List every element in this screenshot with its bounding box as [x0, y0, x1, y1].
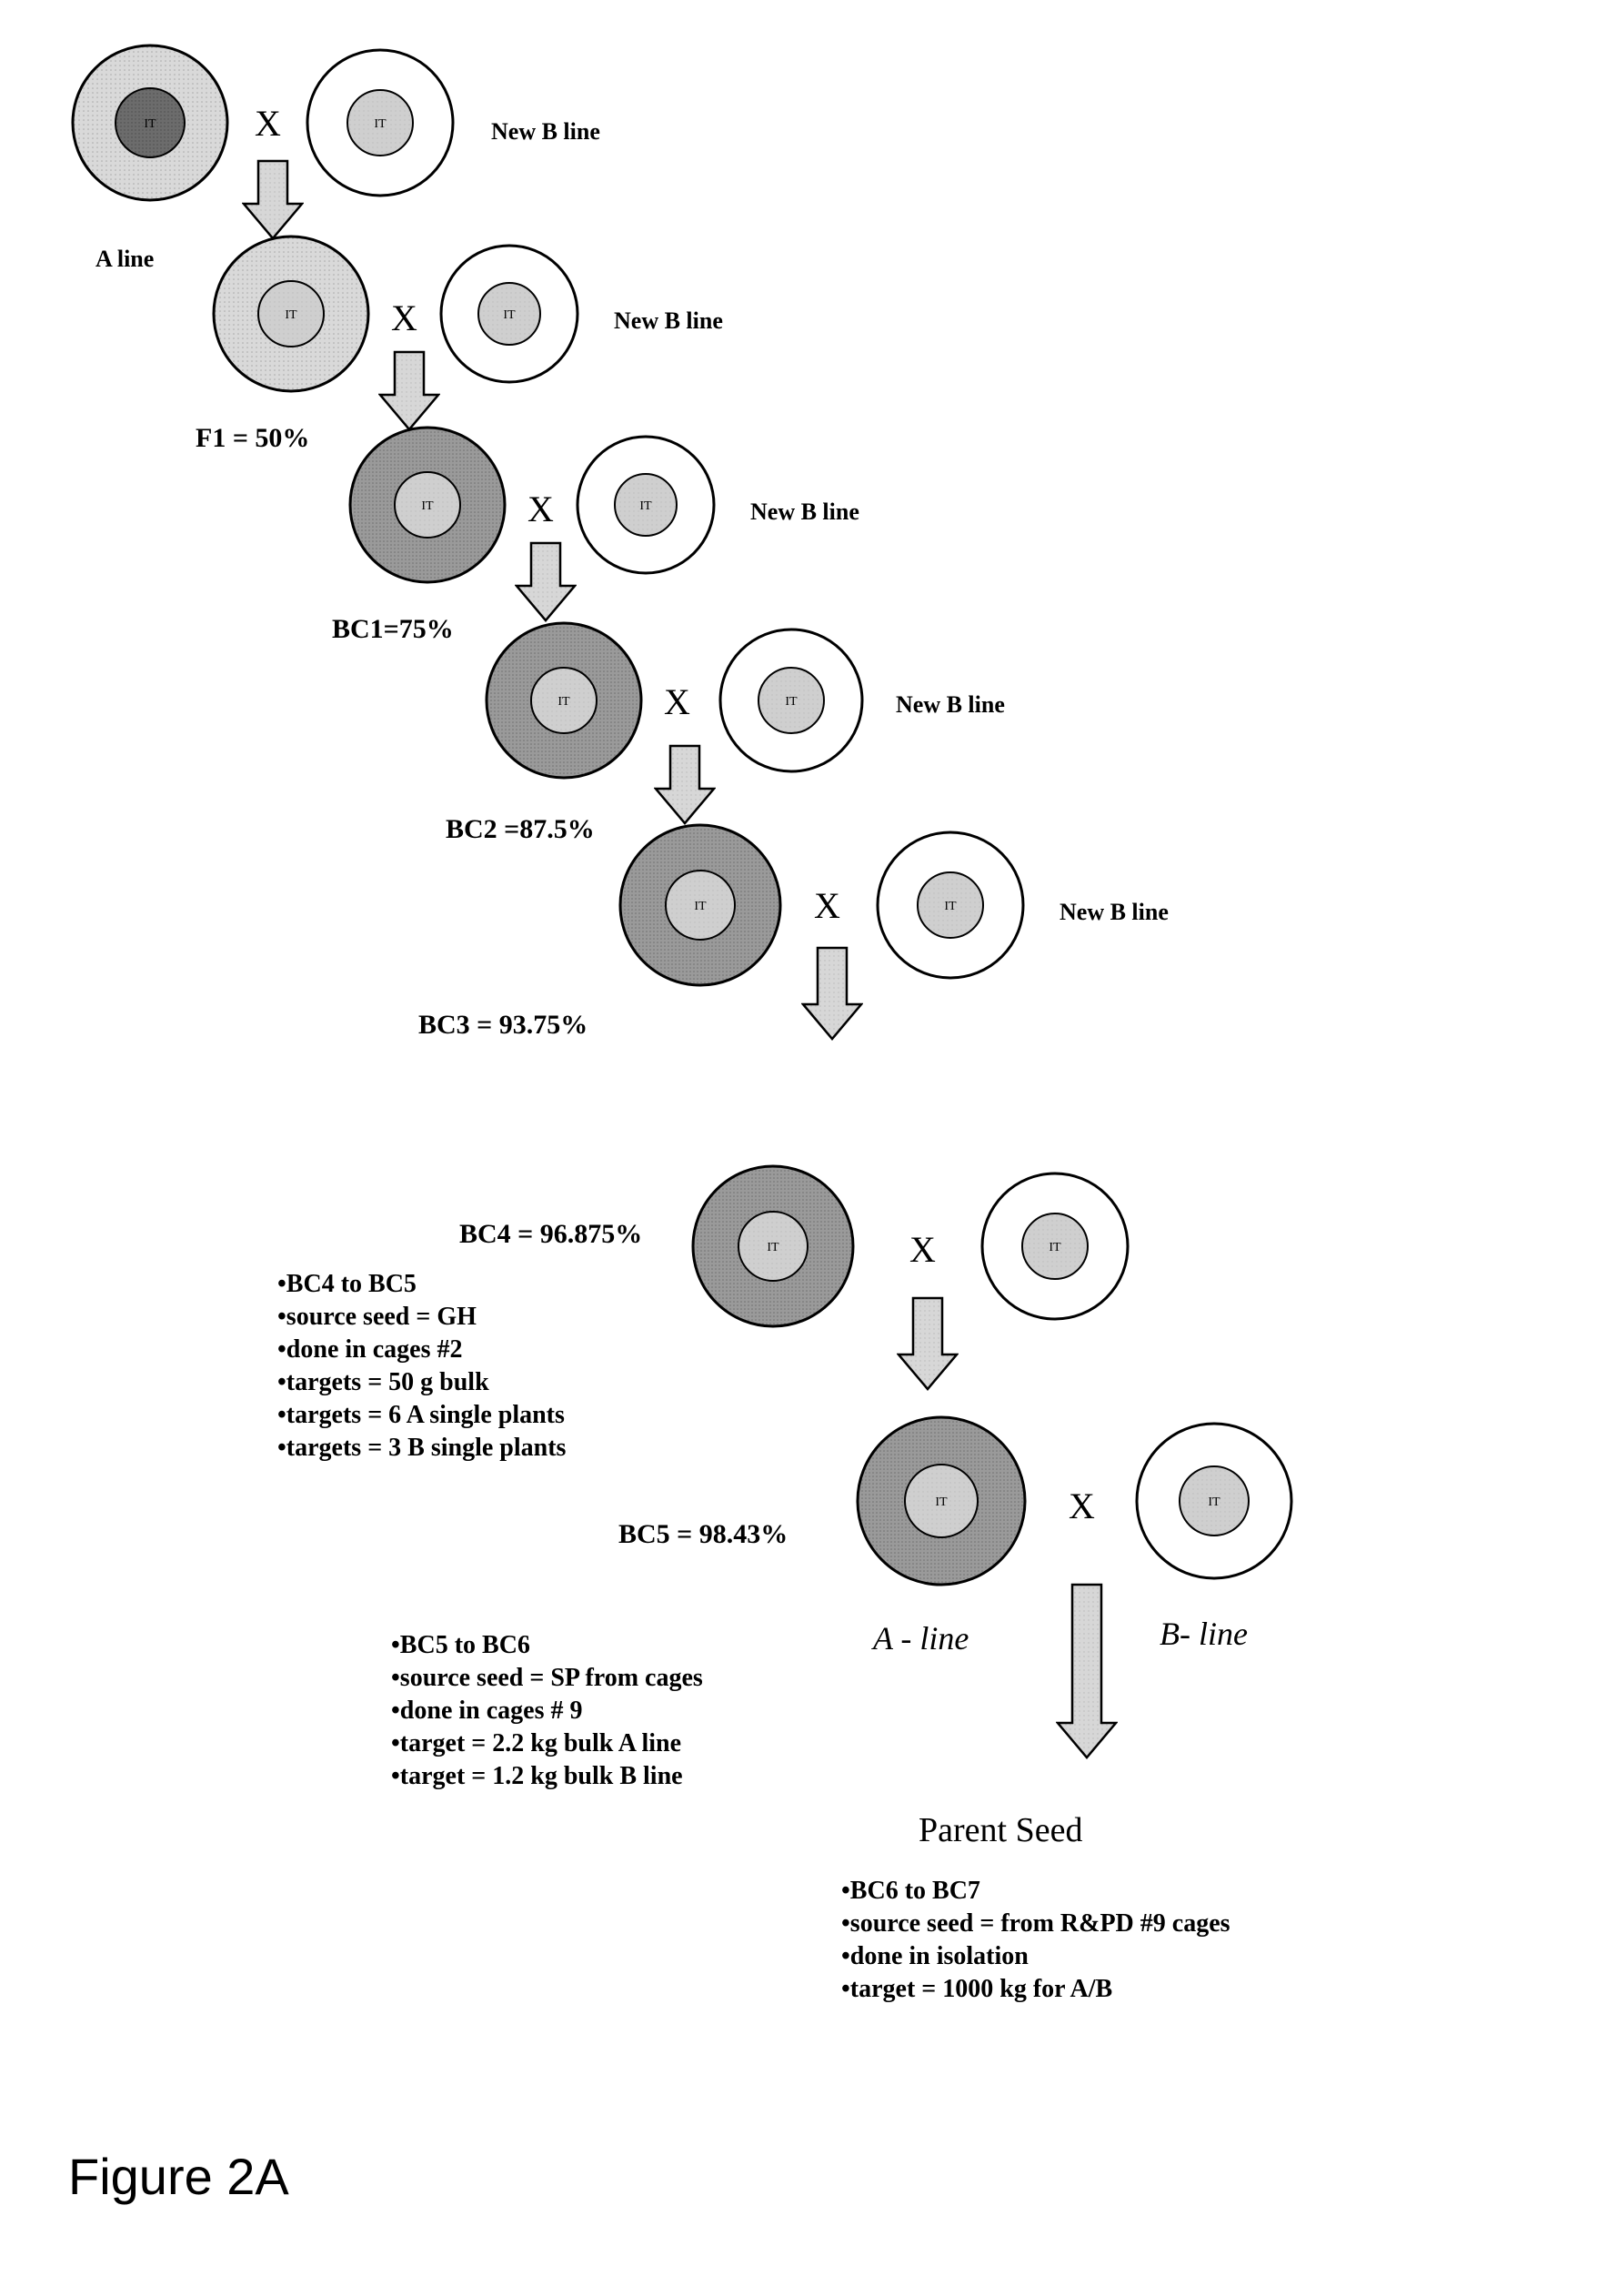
- a-line-italic-label: A - line: [873, 1619, 969, 1657]
- cell-left-6: IT: [854, 1414, 1029, 1588]
- cell-right-5: IT: [979, 1170, 1131, 1323]
- note-line: •targets = 50 g bulk: [277, 1368, 489, 1397]
- parent-seed-label: Parent Seed: [919, 1810, 1082, 1850]
- svg-text:IT: IT: [144, 117, 156, 131]
- note-line: •done in cages #2: [277, 1335, 462, 1365]
- svg-text:IT: IT: [1208, 1495, 1220, 1509]
- cell-left-4: IT: [617, 821, 784, 989]
- down-arrow-icon: [515, 541, 577, 622]
- svg-text:IT: IT: [694, 900, 707, 913]
- note-line: •targets = 3 B single plants: [277, 1434, 566, 1463]
- note-line: •source seed = SP from cages: [391, 1664, 703, 1693]
- generation-label: BC2 =87.5%: [446, 814, 595, 845]
- note-line: •BC5 to BC6: [391, 1631, 530, 1660]
- note-line: •BC4 to BC5: [277, 1270, 417, 1299]
- svg-text:IT: IT: [374, 117, 387, 131]
- a-line-label: A line: [95, 246, 154, 273]
- generation-label: BC5 = 98.43%: [618, 1519, 788, 1550]
- cross-operator: X: [814, 884, 840, 927]
- generation-label: F1 = 50%: [196, 423, 309, 454]
- new-b-line-label: New B line: [896, 691, 1005, 719]
- down-arrow-icon: [801, 946, 863, 1041]
- generation-label: BC4 = 96.875%: [459, 1219, 642, 1250]
- note-line: •done in cages # 9: [391, 1697, 582, 1726]
- note-line: •source seed = from R&PD #9 cages: [841, 1909, 1230, 1939]
- cross-operator: X: [1069, 1485, 1095, 1527]
- cell-right-3: IT: [717, 626, 866, 775]
- b-line-italic-label: B- line: [1160, 1615, 1248, 1653]
- cell-right-6: IT: [1133, 1420, 1295, 1582]
- note-line: •source seed = GH: [277, 1303, 477, 1332]
- cell-left-2: IT: [347, 424, 508, 586]
- new-b-line-label: New B line: [1060, 899, 1169, 926]
- new-b-line-label: New B line: [750, 498, 859, 526]
- note-line: •BC6 to BC7: [841, 1877, 980, 1906]
- svg-text:IT: IT: [785, 695, 798, 709]
- note-line: •target = 1000 kg for A/B: [841, 1975, 1112, 2004]
- cell-left-1: IT: [210, 233, 372, 395]
- note-line: •targets = 6 A single plants: [277, 1401, 565, 1430]
- cross-operator: X: [664, 680, 690, 723]
- generation-label: BC1=75%: [332, 614, 454, 645]
- cell-left-5: IT: [689, 1163, 857, 1330]
- svg-text:IT: IT: [285, 308, 297, 322]
- cell-left-0: IT: [69, 42, 231, 204]
- cross-operator: X: [527, 488, 554, 530]
- cross-operator: X: [255, 102, 281, 145]
- cross-operator: X: [909, 1228, 936, 1271]
- cell-right-0: IT: [304, 46, 457, 199]
- diagram-canvas: IT IT X New B line A line IT IT X New B line F1 =…: [0, 0, 1597, 2296]
- generation-label: BC3 = 93.75%: [418, 1010, 588, 1041]
- note-line: •target = 2.2 kg bulk A line: [391, 1729, 681, 1758]
- svg-text:IT: IT: [767, 1241, 779, 1254]
- svg-text:IT: IT: [557, 695, 570, 709]
- svg-text:IT: IT: [639, 499, 652, 513]
- svg-text:IT: IT: [944, 900, 957, 913]
- note-line: •target = 1.2 kg bulk B line: [391, 1762, 683, 1791]
- down-arrow-icon: [242, 159, 304, 240]
- cell-left-3: IT: [483, 619, 645, 781]
- figure-label: Figure 2A: [68, 2147, 289, 2206]
- new-b-line-label: New B line: [491, 118, 600, 146]
- cross-operator: X: [391, 297, 417, 339]
- cell-right-1: IT: [437, 242, 581, 386]
- new-b-line-label: New B line: [614, 307, 723, 335]
- svg-text:IT: IT: [503, 308, 516, 322]
- down-arrow-icon: [654, 744, 716, 825]
- svg-text:IT: IT: [421, 499, 434, 513]
- cell-right-2: IT: [574, 433, 718, 577]
- down-arrow-icon: [897, 1296, 959, 1391]
- cell-right-4: IT: [874, 829, 1027, 982]
- down-arrow-icon: [378, 350, 440, 431]
- svg-text:IT: IT: [935, 1495, 948, 1509]
- down-arrow-icon: [1056, 1583, 1118, 1759]
- svg-text:IT: IT: [1049, 1241, 1061, 1254]
- note-line: •done in isolation: [841, 1942, 1029, 1971]
